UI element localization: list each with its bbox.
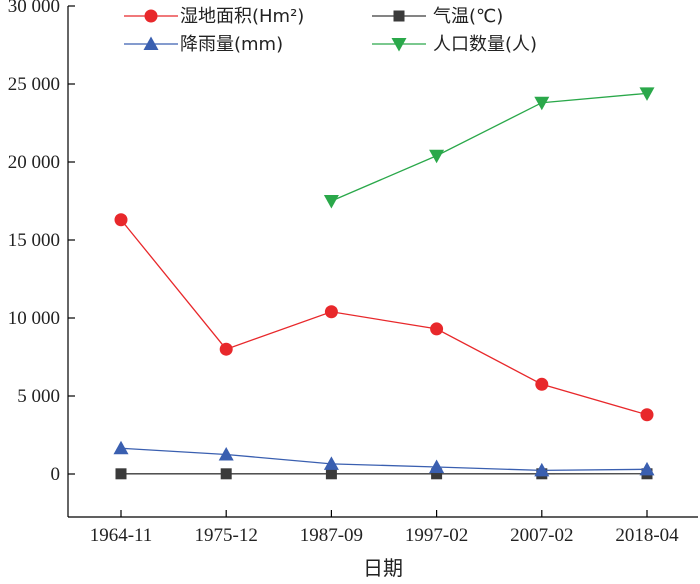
y-tick-label: 25 000	[8, 74, 60, 95]
x-tick-label: 2018-04	[615, 525, 679, 546]
y-tick-label: 15 000	[8, 230, 60, 251]
legend-label: 人口数量(人)	[433, 34, 537, 55]
data-point	[325, 468, 337, 480]
series-line	[331, 92, 648, 202]
series-layer	[113, 87, 655, 480]
x-tick-label: 1997-02	[405, 525, 468, 546]
y-ticks: 0 5 000 10 000 15 000 20 000 25 000 30 000	[8, 0, 75, 485]
legend-marker	[144, 9, 158, 23]
y-tick-label: 0	[51, 464, 61, 485]
x-tick-label: 1975-12	[195, 525, 258, 546]
legend-marker	[391, 38, 407, 52]
data-point	[324, 305, 338, 319]
y-tick-label: 20 000	[8, 152, 60, 173]
legend-item: 人口数量(人)	[372, 34, 537, 55]
data-point	[429, 459, 445, 473]
y-tick-label: 10 000	[8, 308, 60, 329]
x-tick-label: 1987-09	[300, 525, 363, 546]
series-1	[114, 213, 654, 422]
x-tick-label: 2007-02	[510, 525, 573, 546]
data-point	[430, 322, 444, 336]
data-point	[431, 468, 443, 480]
data-point	[640, 408, 654, 422]
series-line	[120, 219, 648, 416]
legend-label: 降雨量(mm)	[180, 34, 283, 55]
y-tick-label: 30 000	[8, 0, 60, 17]
data-point	[323, 195, 339, 209]
y-tick-label: 5 000	[17, 386, 60, 407]
legend-marker	[393, 10, 405, 22]
data-point	[535, 377, 549, 391]
legend-label: 湿地面积(Hm²)	[180, 6, 304, 27]
data-point	[323, 456, 339, 470]
data-point	[113, 440, 129, 455]
data-point	[114, 213, 128, 227]
series-line	[120, 447, 648, 472]
legend-marker	[143, 36, 159, 50]
x-tick-label: 1964-11	[90, 525, 153, 546]
axes	[67, 6, 698, 518]
legend: 湿地面积(Hm²) 气温(℃) 降雨量(mm) 人口数量(人)	[124, 6, 537, 55]
data-point	[429, 149, 445, 164]
data-point	[534, 462, 550, 477]
data-point	[115, 468, 127, 480]
data-point	[218, 447, 234, 461]
legend-label: 气温(℃)	[433, 6, 503, 27]
data-point	[639, 87, 655, 101]
legend-item: 湿地面积(Hm²)	[124, 6, 304, 27]
legend-item: 气温(℃)	[372, 6, 503, 27]
data-point	[639, 461, 655, 476]
data-point	[220, 468, 232, 480]
data-point	[534, 96, 550, 111]
x-ticks: 1964-11 1975-12 1987-09 1997-02 2007-02 2018-…	[90, 510, 679, 546]
x-axis-title: 日期	[363, 556, 403, 580]
series-4	[323, 87, 655, 209]
data-point	[219, 342, 233, 356]
legend-item: 降雨量(mm)	[124, 34, 283, 55]
series-3	[113, 440, 655, 477]
